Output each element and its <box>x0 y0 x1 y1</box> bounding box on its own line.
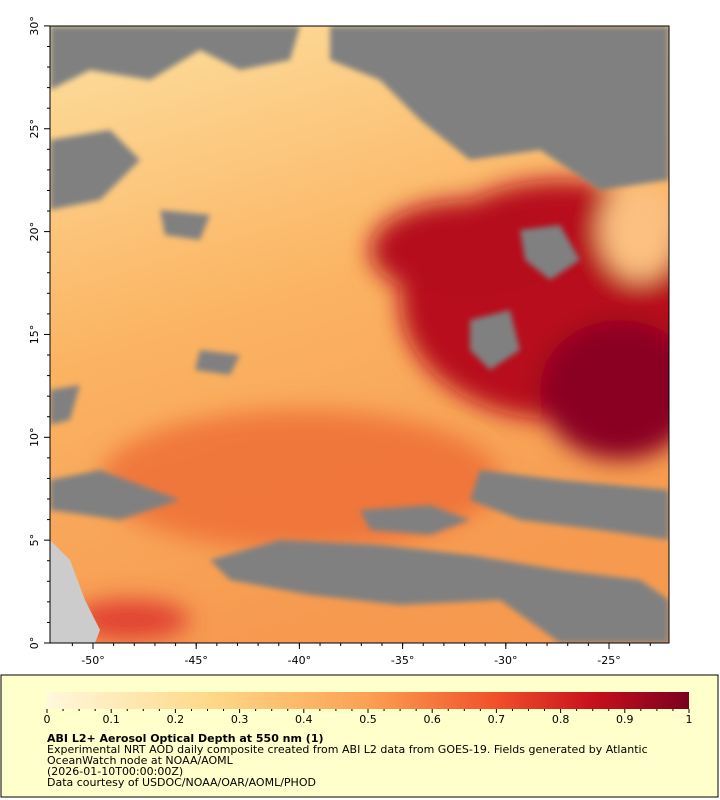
colorbar-label: 0.7 <box>488 713 506 726</box>
lon-label: -30° <box>494 654 517 667</box>
lon-label: -40° <box>288 654 311 667</box>
colorbar-label: 0.1 <box>102 713 120 726</box>
colorbar-label: 0.8 <box>552 713 570 726</box>
lat-label: 30° <box>28 16 41 36</box>
caption-title: ABI L2+ Aerosol Optical Depth at 550 nm … <box>47 732 324 745</box>
caption-line: (2026-01-10T00:00:00Z) <box>47 765 183 778</box>
caption-line: Data courtesy of USDOC/NOAA/OAR/AOML/PHO… <box>47 776 316 789</box>
colorbar-label: 0.9 <box>616 713 634 726</box>
caption-line: Experimental NRT AOD daily composite cre… <box>47 743 648 756</box>
lat-label: 5° <box>28 534 41 547</box>
cloud-mask <box>50 26 669 643</box>
lat-label: 25° <box>28 119 41 139</box>
lat-label: 20° <box>28 222 41 242</box>
colorbar-label: 0 <box>44 713 51 726</box>
caption-line: OceanWatch node at NOAA/AOML <box>47 754 234 767</box>
colorbar-label: 0.5 <box>359 713 377 726</box>
land <box>50 540 100 643</box>
colorbar <box>47 692 689 709</box>
lat-label: 0° <box>28 637 41 650</box>
colorbar-label: 1 <box>686 713 693 726</box>
lon-label: -45° <box>184 654 207 667</box>
lon-label: -35° <box>391 654 414 667</box>
colorbar-label: 0.2 <box>167 713 185 726</box>
lat-label: 15° <box>28 325 41 345</box>
map-area <box>50 26 669 643</box>
colorbar-label: 0.4 <box>295 713 313 726</box>
lat-label: 10° <box>28 428 41 448</box>
lon-label: -50° <box>81 654 104 667</box>
colorbar-label: 0.6 <box>423 713 441 726</box>
colorbar-label: 0.3 <box>231 713 249 726</box>
lon-label: -25° <box>597 654 620 667</box>
